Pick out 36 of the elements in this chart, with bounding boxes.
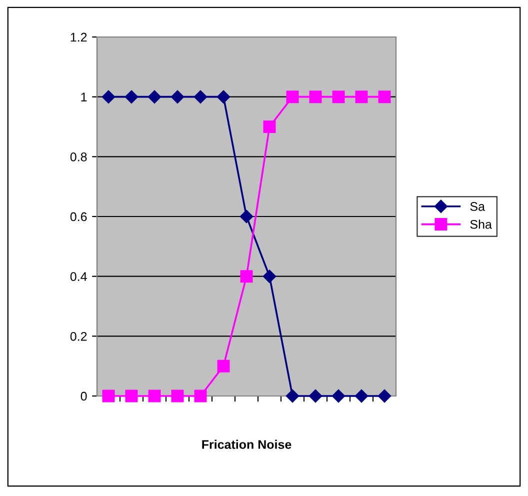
point <box>354 389 368 403</box>
point <box>125 390 138 402</box>
point <box>355 90 368 104</box>
legend-label: Sha <box>470 220 492 229</box>
point <box>263 120 276 133</box>
y-tick-label: 1 <box>81 92 87 102</box>
point <box>286 389 300 403</box>
y-tick-label: 1.2 <box>70 32 87 42</box>
point <box>216 90 230 104</box>
point <box>286 90 299 104</box>
point <box>240 270 253 283</box>
point <box>170 90 184 104</box>
legend-label: Sa <box>470 202 485 211</box>
point <box>378 90 391 104</box>
point <box>240 210 254 224</box>
point <box>148 90 162 104</box>
point <box>308 389 322 403</box>
point <box>332 90 345 104</box>
point <box>194 390 207 402</box>
point <box>171 390 184 402</box>
y-tick-label: 0 <box>80 392 87 401</box>
y-tick-label: 0.6 <box>70 212 87 222</box>
point <box>148 390 161 402</box>
y-tick-label: 0.2 <box>70 332 87 341</box>
y-tick-label: 0.8 <box>70 152 87 162</box>
x-axis-title: Frication Noise <box>202 440 292 449</box>
point <box>102 390 115 402</box>
point <box>124 90 138 104</box>
y-tick-label: 0.4 <box>70 272 87 281</box>
point <box>194 90 208 104</box>
point <box>332 389 346 403</box>
point <box>262 270 276 283</box>
point <box>378 389 392 403</box>
point <box>217 360 230 372</box>
point <box>309 90 322 104</box>
point <box>102 90 116 104</box>
